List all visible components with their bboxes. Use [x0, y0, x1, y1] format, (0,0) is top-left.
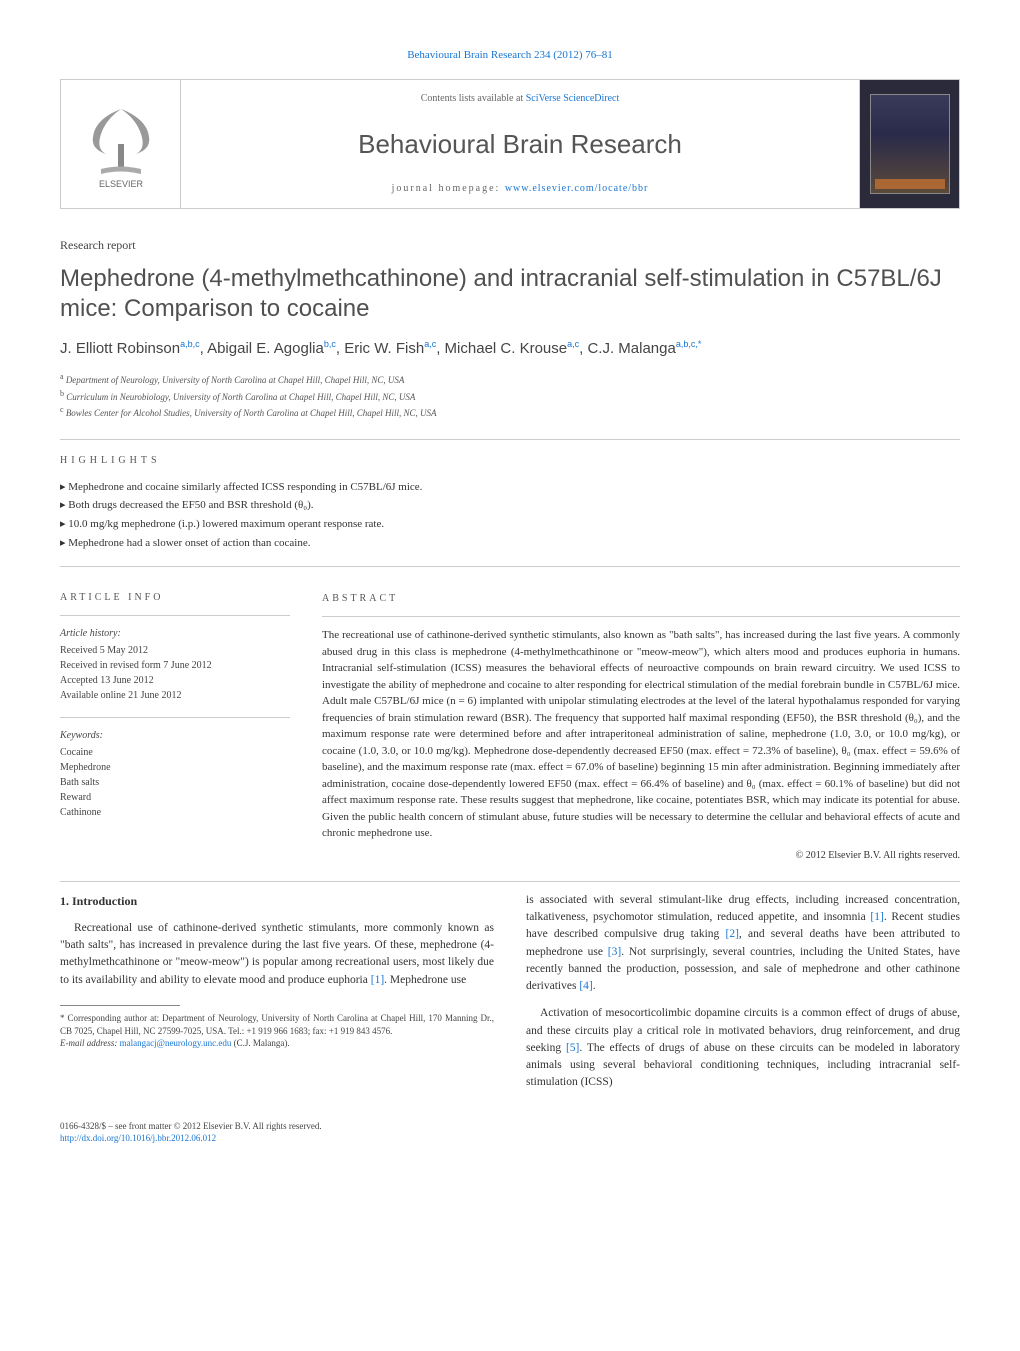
article-type: Research report: [60, 237, 960, 254]
keywords-block: Keywords: CocaineMephedroneBath saltsRew…: [60, 728, 290, 820]
masthead: ELSEVIER Contents lists available at Sci…: [60, 79, 960, 209]
homepage-link[interactable]: www.elsevier.com/locate/bbr: [505, 183, 649, 194]
copyright: © 2012 Elsevier B.V. All rights reserved…: [322, 848, 960, 863]
doi-link[interactable]: http://dx.doi.org/10.1016/j.bbr.2012.06.…: [60, 1133, 216, 1143]
article-info-col: ARTICLE INFO Article history: Received 5…: [60, 577, 290, 863]
email-label: E-mail address:: [60, 1038, 120, 1048]
elsevier-tree-icon: ELSEVIER: [81, 99, 161, 189]
contents-line: Contents lists available at SciVerse Sci…: [201, 92, 839, 106]
body-two-col: 1. Introduction Recreational use of cath…: [60, 892, 960, 1102]
article-history-label: Article history:: [60, 626, 290, 641]
highlights-label: HIGHLIGHTS: [60, 454, 960, 468]
article-history-list: Received 5 May 2012Received in revised f…: [60, 643, 290, 703]
abstract-label: ABSTRACT: [322, 591, 960, 606]
publisher-name: ELSEVIER: [98, 179, 143, 189]
divider: [60, 717, 290, 718]
journal-name: Behavioural Brain Research: [201, 126, 839, 162]
article-history-block: Article history: Received 5 May 2012Rece…: [60, 626, 290, 703]
front-matter-line: 0166-4328/$ – see front matter © 2012 El…: [60, 1120, 960, 1133]
abstract-text: The recreational use of cathinone-derive…: [322, 627, 960, 842]
intro-p3: Activation of mesocorticolimbic dopamine…: [526, 1005, 960, 1091]
intro-p2: is associated with several stimulant-lik…: [526, 892, 960, 996]
divider: [60, 439, 960, 440]
homepage-prefix: journal homepage:: [392, 183, 505, 194]
bottom-meta: 0166-4328/$ – see front matter © 2012 El…: [60, 1120, 960, 1145]
sciencedirect-link[interactable]: SciVerse ScienceDirect: [526, 93, 620, 104]
keywords-list: CocaineMephedroneBath saltsRewardCathino…: [60, 745, 290, 820]
divider: [60, 615, 290, 616]
publisher-logo-box: ELSEVIER: [61, 80, 181, 208]
article-title: Mephedrone (4-methylmethcathinone) and i…: [60, 264, 960, 324]
journal-cover-thumb: [870, 94, 950, 194]
corresponding-footnote: * Corresponding author at: Department of…: [60, 1012, 494, 1050]
cover-thumb-box: [859, 80, 959, 208]
intro-p1: Recreational use of cathinone-derived sy…: [60, 920, 494, 989]
corr-email-link[interactable]: malangacj@neurology.unc.edu: [120, 1038, 232, 1048]
divider: [60, 566, 960, 567]
contents-prefix: Contents lists available at: [421, 93, 526, 104]
article-info-label: ARTICLE INFO: [60, 591, 290, 605]
keywords-label: Keywords:: [60, 728, 290, 743]
authors: J. Elliott Robinsona,b,c, Abigail E. Ago…: [60, 338, 960, 359]
affiliations: a Department of Neurology, University of…: [60, 371, 960, 421]
corr-email-line: E-mail address: malangacj@neurology.unc.…: [60, 1037, 494, 1050]
masthead-center: Contents lists available at SciVerse Sci…: [181, 80, 859, 208]
info-abstract-row: ARTICLE INFO Article history: Received 5…: [60, 577, 960, 863]
running-head: Behavioural Brain Research 234 (2012) 76…: [60, 48, 960, 63]
corr-text: * Corresponding author at: Department of…: [60, 1012, 494, 1037]
highlights: ▸ Mephedrone and cocaine similarly affec…: [60, 478, 960, 553]
divider: [60, 881, 960, 882]
running-head-link[interactable]: Behavioural Brain Research 234 (2012) 76…: [407, 49, 613, 61]
footnote-rule: [60, 1005, 180, 1006]
abstract-col: ABSTRACT The recreational use of cathino…: [322, 577, 960, 863]
divider: [322, 616, 960, 617]
intro-heading: 1. Introduction: [60, 892, 494, 910]
homepage-line: journal homepage: www.elsevier.com/locat…: [201, 182, 839, 196]
email-owner: (C.J. Malanga).: [231, 1038, 289, 1048]
